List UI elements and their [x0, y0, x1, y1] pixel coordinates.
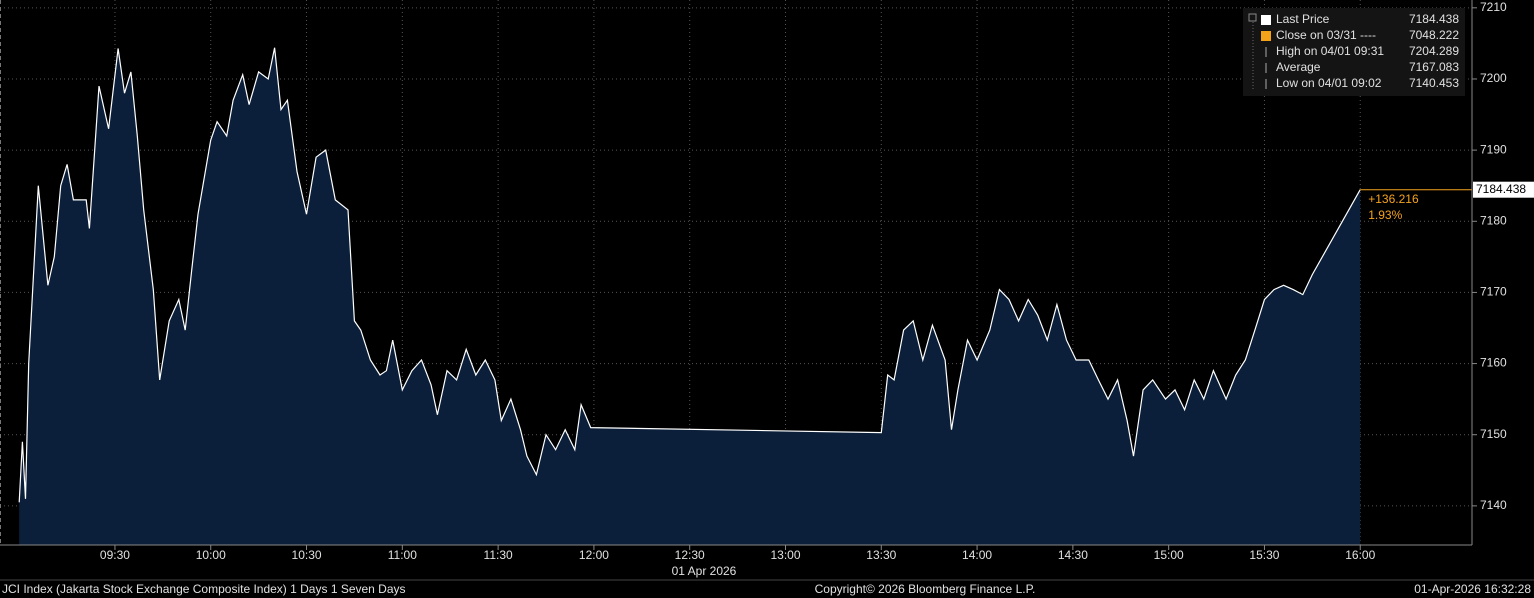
- footer-center: Copyright© 2026 Bloomberg Finance L.P.: [815, 582, 1036, 596]
- change-pct-label: 1.93%: [1368, 208, 1402, 222]
- y-tick-label: 7140: [1480, 498, 1507, 512]
- legend-label: Close on 03/31 ----: [1276, 28, 1376, 42]
- x-tick-label: 10:30: [292, 548, 322, 562]
- x-tick-label: 13:00: [770, 548, 800, 562]
- line: [18, 47, 1361, 503]
- x-tick-label: 11:30: [484, 548, 513, 562]
- x-tick-label: 12:00: [579, 548, 609, 562]
- x-tick-label: 09:30: [100, 548, 130, 562]
- y-tick-label: 7150: [1480, 427, 1507, 441]
- area: [19, 47, 1361, 545]
- legend-value: 7184.438: [1409, 12, 1459, 26]
- footer-right: 01-Apr-2026 16:32:28: [1414, 582, 1531, 596]
- last-price-label: 7184.438: [1476, 182, 1526, 196]
- change-label: +136.216: [1368, 192, 1419, 206]
- legend-swatch: [1261, 31, 1271, 41]
- legend-value: 7140.453: [1409, 76, 1459, 90]
- x-tick-label: 16:00: [1345, 548, 1375, 562]
- legend-label: Last Price: [1276, 12, 1330, 26]
- x-tick-label: 13:30: [866, 548, 896, 562]
- y-tick-label: 7170: [1480, 285, 1507, 299]
- legend-label: Low on 04/01 09:02: [1276, 76, 1382, 90]
- legend-collapse: [1248, 13, 1257, 22]
- x-tick-label: 14:30: [1058, 548, 1088, 562]
- x-tick-label: 15:00: [1154, 548, 1184, 562]
- x-tick-label: 11:00: [388, 548, 417, 562]
- legend: Last Price 7184.438 Close on 03/31 ---- 704…: [1248, 12, 1459, 90]
- y-tick-label: 7190: [1480, 142, 1507, 156]
- x-tick-label: 14:00: [962, 548, 992, 562]
- legend-box: [1243, 8, 1465, 96]
- x-tick-label: 10:00: [196, 548, 226, 562]
- footer-left: JCI Index (Jakarta Stock Exchange Compos…: [2, 582, 406, 596]
- plot-area: [0, 0, 1472, 545]
- legend-value: 7204.289: [1409, 44, 1459, 58]
- x-tick-label: 12:30: [675, 548, 705, 562]
- x-axis-date: 01 Apr 2026: [672, 564, 737, 578]
- legend-value: 7048.222: [1409, 28, 1459, 42]
- legend-value: 7167.083: [1409, 60, 1459, 74]
- y-tick-label: 7160: [1480, 356, 1507, 370]
- y-tick-label: 7210: [1480, 0, 1507, 14]
- legend-label: Average: [1276, 60, 1321, 74]
- legend-label: High on 04/01 09:31: [1276, 44, 1384, 58]
- legend-swatch: [1261, 15, 1271, 25]
- x-tick-label: 15:30: [1249, 548, 1279, 562]
- last-price-box: [1473, 181, 1534, 198]
- y-tick-label: 7200: [1480, 71, 1507, 85]
- y-tick-label: 7180: [1480, 213, 1507, 227]
